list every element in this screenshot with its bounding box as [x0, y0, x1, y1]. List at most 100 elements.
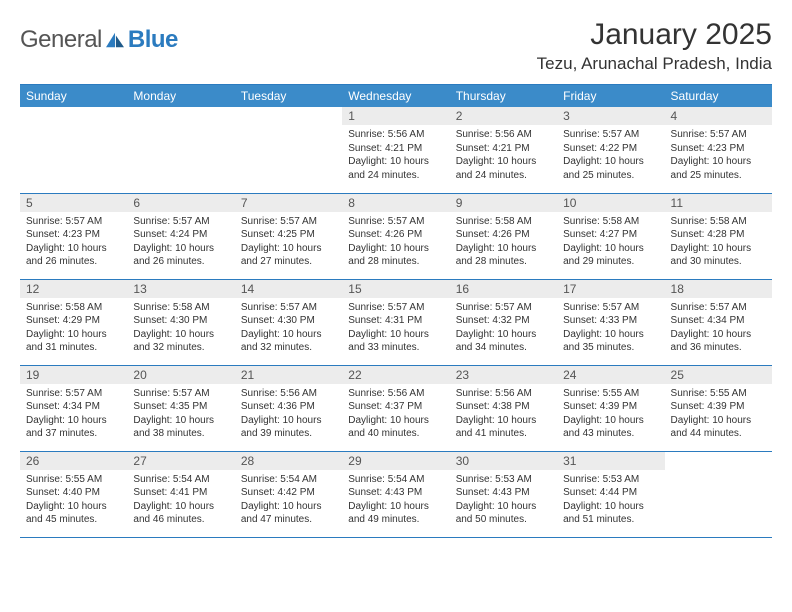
day-number: 9	[450, 194, 557, 212]
day-number: 12	[20, 280, 127, 298]
day-number: 25	[665, 366, 772, 384]
calendar-day-cell: 6Sunrise: 5:57 AMSunset: 4:24 PMDaylight…	[127, 193, 234, 279]
day-details: Sunrise: 5:57 AMSunset: 4:24 PMDaylight:…	[127, 212, 234, 272]
day-number: 8	[342, 194, 449, 212]
day-number: 27	[127, 452, 234, 470]
calendar-week-row: 12Sunrise: 5:58 AMSunset: 4:29 PMDayligh…	[20, 279, 772, 365]
location: Tezu, Arunachal Pradesh, India	[537, 54, 772, 74]
day-number: 13	[127, 280, 234, 298]
calendar-day-cell: 12Sunrise: 5:58 AMSunset: 4:29 PMDayligh…	[20, 279, 127, 365]
calendar-day-cell: 22Sunrise: 5:56 AMSunset: 4:37 PMDayligh…	[342, 365, 449, 451]
day-details: Sunrise: 5:57 AMSunset: 4:34 PMDaylight:…	[665, 298, 772, 358]
day-details: Sunrise: 5:58 AMSunset: 4:29 PMDaylight:…	[20, 298, 127, 358]
calendar-week-row: 5Sunrise: 5:57 AMSunset: 4:23 PMDaylight…	[20, 193, 772, 279]
calendar-day-cell: 7Sunrise: 5:57 AMSunset: 4:25 PMDaylight…	[235, 193, 342, 279]
day-details: Sunrise: 5:56 AMSunset: 4:21 PMDaylight:…	[342, 125, 449, 185]
day-details: Sunrise: 5:54 AMSunset: 4:43 PMDaylight:…	[342, 470, 449, 530]
calendar-day-cell: 21Sunrise: 5:56 AMSunset: 4:36 PMDayligh…	[235, 365, 342, 451]
day-number: 22	[342, 366, 449, 384]
calendar-day-cell: 26Sunrise: 5:55 AMSunset: 4:40 PMDayligh…	[20, 451, 127, 537]
calendar-day-cell: 27Sunrise: 5:54 AMSunset: 4:41 PMDayligh…	[127, 451, 234, 537]
day-details: Sunrise: 5:57 AMSunset: 4:32 PMDaylight:…	[450, 298, 557, 358]
day-details: Sunrise: 5:58 AMSunset: 4:28 PMDaylight:…	[665, 212, 772, 272]
day-number: 5	[20, 194, 127, 212]
day-number: 31	[557, 452, 664, 470]
calendar-day-cell: 20Sunrise: 5:57 AMSunset: 4:35 PMDayligh…	[127, 365, 234, 451]
day-number: 18	[665, 280, 772, 298]
day-details: Sunrise: 5:57 AMSunset: 4:30 PMDaylight:…	[235, 298, 342, 358]
calendar-day-cell: 11Sunrise: 5:58 AMSunset: 4:28 PMDayligh…	[665, 193, 772, 279]
day-details: Sunrise: 5:53 AMSunset: 4:43 PMDaylight:…	[450, 470, 557, 530]
day-number: 21	[235, 366, 342, 384]
day-number: 15	[342, 280, 449, 298]
day-details: Sunrise: 5:57 AMSunset: 4:34 PMDaylight:…	[20, 384, 127, 444]
calendar-day-cell: 30Sunrise: 5:53 AMSunset: 4:43 PMDayligh…	[450, 451, 557, 537]
day-details: Sunrise: 5:56 AMSunset: 4:38 PMDaylight:…	[450, 384, 557, 444]
weekday-header: Friday	[557, 85, 664, 108]
calendar-day-cell: 4Sunrise: 5:57 AMSunset: 4:23 PMDaylight…	[665, 107, 772, 193]
day-details: Sunrise: 5:55 AMSunset: 4:40 PMDaylight:…	[20, 470, 127, 530]
calendar-day-cell: 24Sunrise: 5:55 AMSunset: 4:39 PMDayligh…	[557, 365, 664, 451]
title-block: January 2025 Tezu, Arunachal Pradesh, In…	[537, 18, 772, 74]
day-number: 16	[450, 280, 557, 298]
day-number: 6	[127, 194, 234, 212]
day-number: 10	[557, 194, 664, 212]
weekday-header: Saturday	[665, 85, 772, 108]
day-number: 11	[665, 194, 772, 212]
day-details: Sunrise: 5:58 AMSunset: 4:27 PMDaylight:…	[557, 212, 664, 272]
calendar-empty-cell	[235, 107, 342, 193]
day-number: 30	[450, 452, 557, 470]
month-title: January 2025	[537, 18, 772, 52]
day-details: Sunrise: 5:57 AMSunset: 4:22 PMDaylight:…	[557, 125, 664, 185]
day-details: Sunrise: 5:56 AMSunset: 4:36 PMDaylight:…	[235, 384, 342, 444]
weekday-header: Thursday	[450, 85, 557, 108]
calendar-day-cell: 2Sunrise: 5:56 AMSunset: 4:21 PMDaylight…	[450, 107, 557, 193]
day-number: 23	[450, 366, 557, 384]
weekday-header: Tuesday	[235, 85, 342, 108]
logo-text-1: General	[20, 26, 102, 54]
day-details: Sunrise: 5:56 AMSunset: 4:37 PMDaylight:…	[342, 384, 449, 444]
day-details: Sunrise: 5:56 AMSunset: 4:21 PMDaylight:…	[450, 125, 557, 185]
calendar-week-row: 26Sunrise: 5:55 AMSunset: 4:40 PMDayligh…	[20, 451, 772, 537]
logo-text-2: Blue	[128, 26, 178, 54]
day-details: Sunrise: 5:55 AMSunset: 4:39 PMDaylight:…	[665, 384, 772, 444]
calendar-empty-cell	[127, 107, 234, 193]
page-header: General Blue January 2025 Tezu, Arunacha…	[20, 18, 772, 74]
day-number: 29	[342, 452, 449, 470]
day-details: Sunrise: 5:57 AMSunset: 4:26 PMDaylight:…	[342, 212, 449, 272]
calendar-head: SundayMondayTuesdayWednesdayThursdayFrid…	[20, 85, 772, 108]
day-number: 3	[557, 107, 664, 125]
day-details: Sunrise: 5:57 AMSunset: 4:35 PMDaylight:…	[127, 384, 234, 444]
logo: General Blue	[20, 26, 178, 54]
day-details: Sunrise: 5:55 AMSunset: 4:39 PMDaylight:…	[557, 384, 664, 444]
calendar-day-cell: 29Sunrise: 5:54 AMSunset: 4:43 PMDayligh…	[342, 451, 449, 537]
weekday-header: Wednesday	[342, 85, 449, 108]
calendar-empty-cell	[20, 107, 127, 193]
calendar-body: 1Sunrise: 5:56 AMSunset: 4:21 PMDaylight…	[20, 107, 772, 537]
weekday-header: Sunday	[20, 85, 127, 108]
logo-sail-icon	[104, 31, 126, 49]
day-number: 26	[20, 452, 127, 470]
day-number: 1	[342, 107, 449, 125]
day-details: Sunrise: 5:54 AMSunset: 4:41 PMDaylight:…	[127, 470, 234, 530]
calendar-day-cell: 16Sunrise: 5:57 AMSunset: 4:32 PMDayligh…	[450, 279, 557, 365]
day-details: Sunrise: 5:57 AMSunset: 4:33 PMDaylight:…	[557, 298, 664, 358]
calendar-day-cell: 15Sunrise: 5:57 AMSunset: 4:31 PMDayligh…	[342, 279, 449, 365]
day-details: Sunrise: 5:57 AMSunset: 4:25 PMDaylight:…	[235, 212, 342, 272]
calendar-day-cell: 31Sunrise: 5:53 AMSunset: 4:44 PMDayligh…	[557, 451, 664, 537]
day-details: Sunrise: 5:57 AMSunset: 4:23 PMDaylight:…	[665, 125, 772, 185]
day-number: 7	[235, 194, 342, 212]
day-details: Sunrise: 5:57 AMSunset: 4:31 PMDaylight:…	[342, 298, 449, 358]
calendar-day-cell: 18Sunrise: 5:57 AMSunset: 4:34 PMDayligh…	[665, 279, 772, 365]
calendar-empty-cell	[665, 451, 772, 537]
weekday-header: Monday	[127, 85, 234, 108]
calendar-day-cell: 19Sunrise: 5:57 AMSunset: 4:34 PMDayligh…	[20, 365, 127, 451]
day-number: 4	[665, 107, 772, 125]
calendar-week-row: 19Sunrise: 5:57 AMSunset: 4:34 PMDayligh…	[20, 365, 772, 451]
day-details: Sunrise: 5:54 AMSunset: 4:42 PMDaylight:…	[235, 470, 342, 530]
calendar-day-cell: 3Sunrise: 5:57 AMSunset: 4:22 PMDaylight…	[557, 107, 664, 193]
calendar-table: SundayMondayTuesdayWednesdayThursdayFrid…	[20, 84, 772, 538]
calendar-week-row: 1Sunrise: 5:56 AMSunset: 4:21 PMDaylight…	[20, 107, 772, 193]
calendar-day-cell: 8Sunrise: 5:57 AMSunset: 4:26 PMDaylight…	[342, 193, 449, 279]
calendar-day-cell: 10Sunrise: 5:58 AMSunset: 4:27 PMDayligh…	[557, 193, 664, 279]
